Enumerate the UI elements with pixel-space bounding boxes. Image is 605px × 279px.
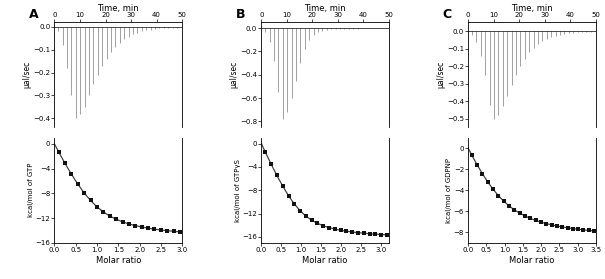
Y-axis label: μal/sec: μal/sec bbox=[23, 61, 32, 88]
X-axis label: Time, min: Time, min bbox=[97, 4, 139, 13]
X-axis label: Molar ratio: Molar ratio bbox=[302, 256, 348, 265]
Text: A: A bbox=[29, 8, 39, 21]
Y-axis label: μal/sec: μal/sec bbox=[437, 61, 445, 88]
Text: C: C bbox=[443, 8, 452, 21]
Y-axis label: kcal/mol of GTPγS: kcal/mol of GTPγS bbox=[235, 159, 241, 222]
Text: B: B bbox=[236, 8, 245, 21]
Y-axis label: μal/sec: μal/sec bbox=[230, 61, 238, 88]
X-axis label: Molar ratio: Molar ratio bbox=[96, 256, 141, 265]
Y-axis label: kcal/mol of GDPNP: kcal/mol of GDPNP bbox=[446, 158, 453, 223]
X-axis label: Time, min: Time, min bbox=[304, 4, 346, 13]
X-axis label: Time, min: Time, min bbox=[511, 4, 553, 13]
Y-axis label: kcal/mol of GTP: kcal/mol of GTP bbox=[28, 163, 34, 217]
X-axis label: Molar ratio: Molar ratio bbox=[509, 256, 555, 265]
